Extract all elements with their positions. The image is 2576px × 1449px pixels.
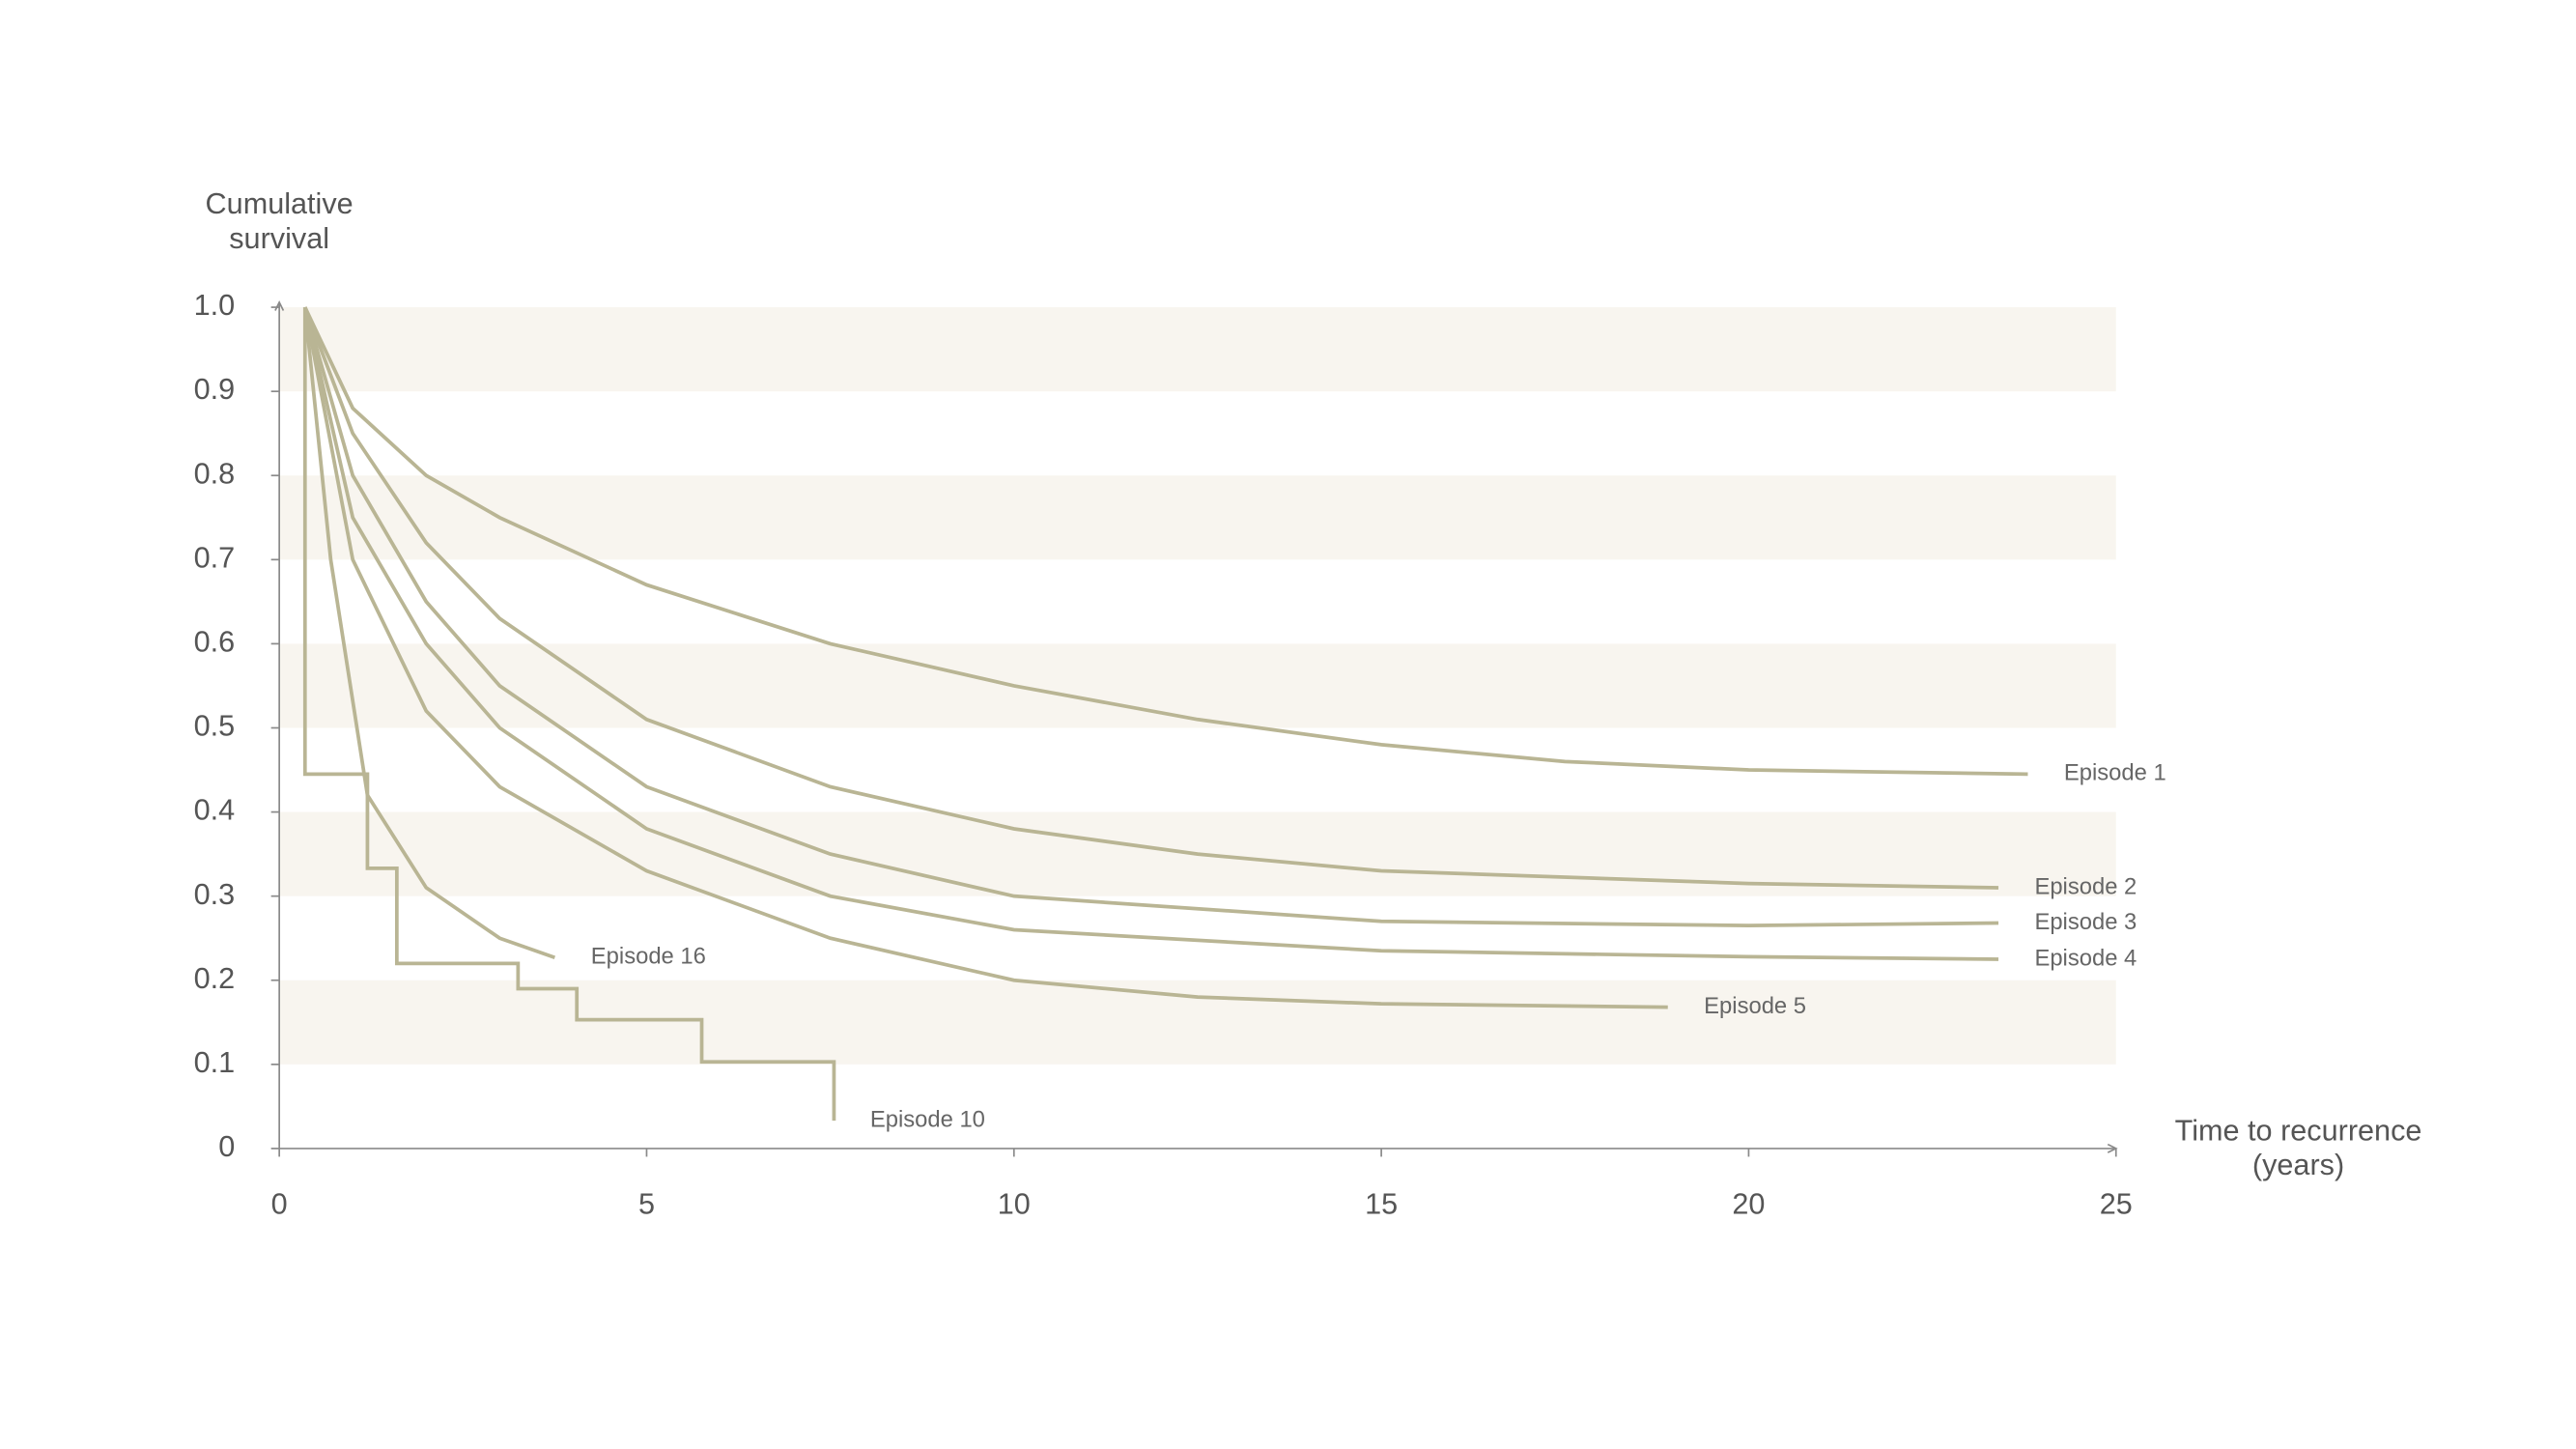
series-line xyxy=(303,306,1999,890)
x-tick-label: 10 xyxy=(998,1188,1031,1221)
y-tick-label: 0 xyxy=(218,1130,235,1163)
y-tick-label: 0.8 xyxy=(194,457,236,490)
x-tick-label: 0 xyxy=(271,1188,288,1221)
series-label: Episode 10 xyxy=(870,1106,985,1132)
series-label: Episode 4 xyxy=(2034,945,2137,971)
grid-band xyxy=(279,475,2116,560)
x-tick-label: 15 xyxy=(1365,1188,1398,1221)
y-tick-label: 0.6 xyxy=(194,626,236,659)
y-tick-label: 0.4 xyxy=(194,794,236,827)
series-line xyxy=(302,306,1668,1009)
grid-band xyxy=(279,643,2116,728)
series-label: Episode 2 xyxy=(2034,873,2137,899)
series-line xyxy=(302,306,556,960)
grid-band xyxy=(279,980,2116,1065)
series-line xyxy=(302,307,836,1122)
y-tick-label: 1.0 xyxy=(194,289,236,322)
series-label: Episode 5 xyxy=(1704,993,1806,1019)
grid-band xyxy=(279,307,2116,392)
series-line xyxy=(302,306,1999,928)
x-axis-title: Time to recurrence (years) xyxy=(2174,1114,2422,1181)
x-tick-label: 25 xyxy=(2100,1188,2133,1221)
y-tick-label: 0.2 xyxy=(194,962,236,995)
y-tick-label: 0.9 xyxy=(194,373,236,406)
series-label: Episode 1 xyxy=(2064,760,2166,786)
y-tick-label: 0.5 xyxy=(194,710,236,743)
series-line xyxy=(303,306,2028,777)
x-tick-label: 5 xyxy=(638,1188,655,1221)
x-tick-label: 20 xyxy=(1732,1188,1765,1221)
series-line xyxy=(302,306,1999,961)
series-label: Episode 3 xyxy=(2034,909,2137,935)
y-tick-label: 0.1 xyxy=(194,1046,236,1079)
y-tick-label: 0.3 xyxy=(194,878,236,911)
y-axis-title: Cumulative survival xyxy=(205,186,354,255)
y-tick-label: 0.7 xyxy=(194,541,236,574)
series-label: Episode 16 xyxy=(591,944,706,970)
